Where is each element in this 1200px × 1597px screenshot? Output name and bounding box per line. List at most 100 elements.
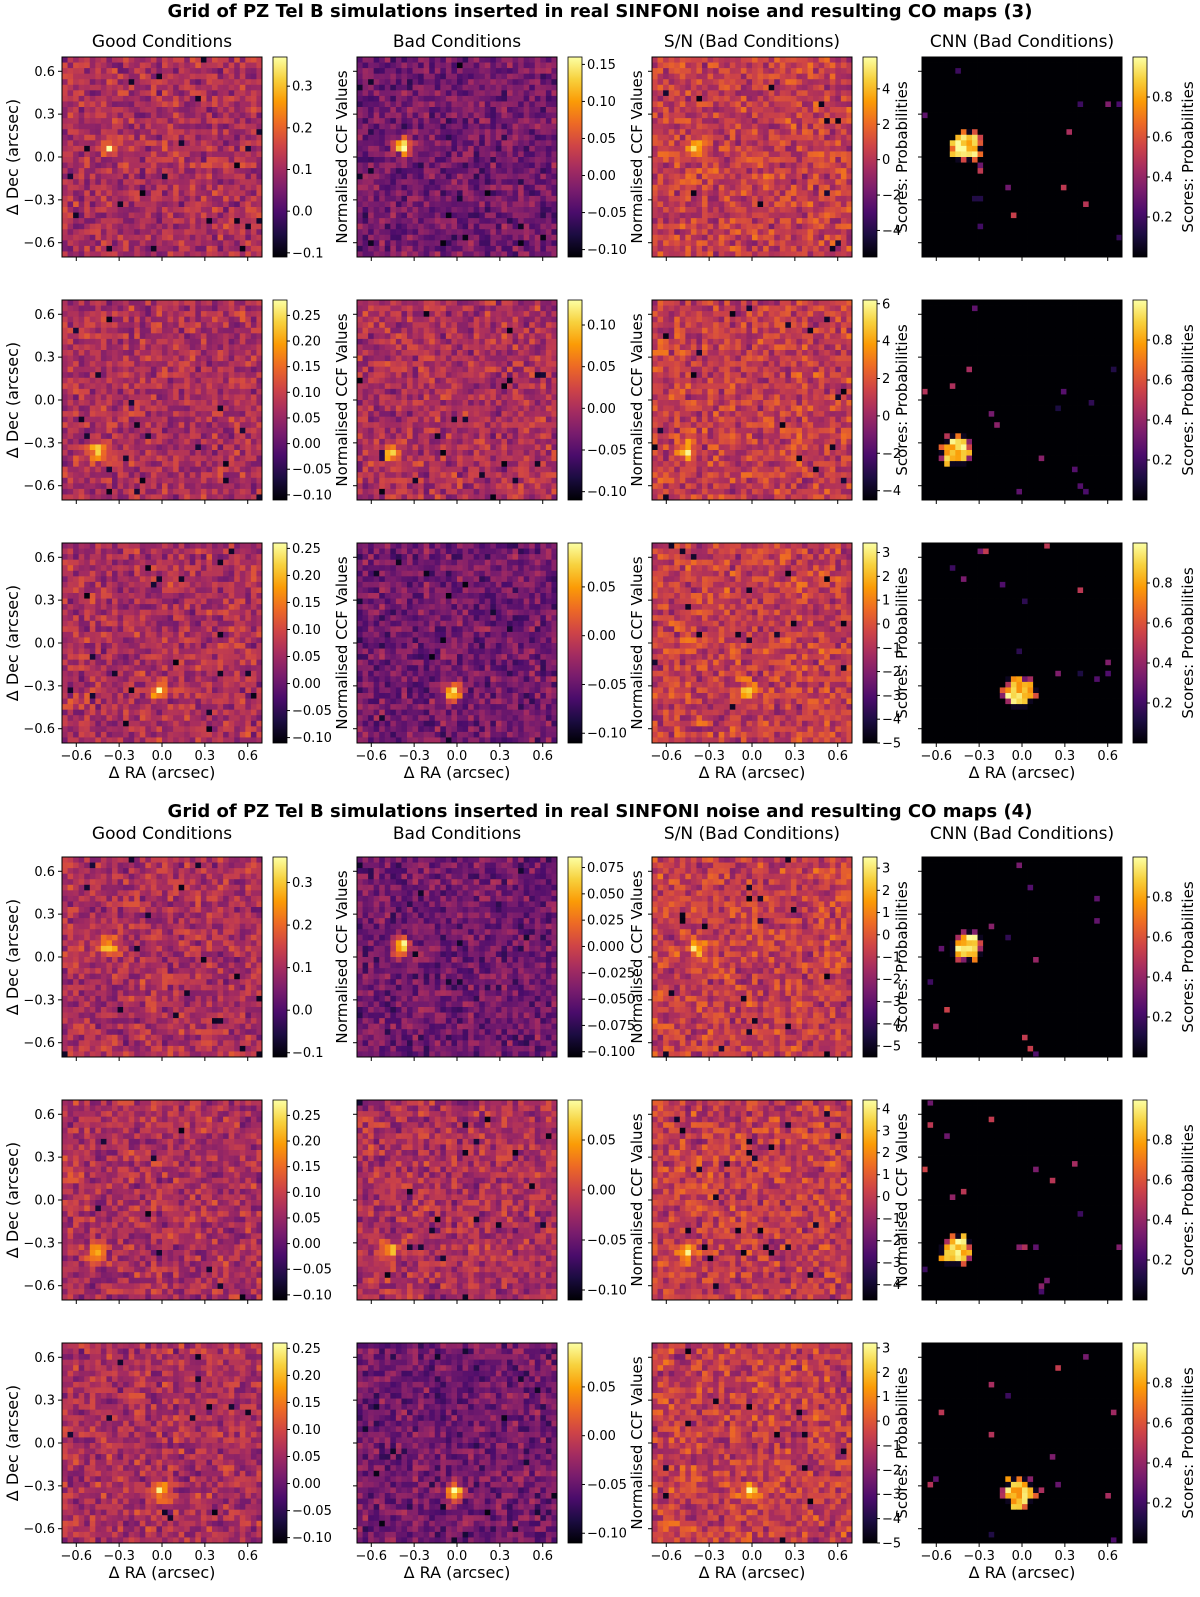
y-tick-label: −0.6 xyxy=(23,1279,55,1294)
column-title: Bad Conditions xyxy=(393,824,521,844)
colorbar xyxy=(1132,299,1148,501)
column-title: CNN (Bad Conditions) xyxy=(930,32,1114,52)
colorbar-tick-label: −4 xyxy=(882,1278,901,1293)
x-axis-label: Δ RA (arcsec) xyxy=(404,763,511,782)
colorbar-tick-label: 2 xyxy=(882,570,890,585)
y-tick-label: −0.3 xyxy=(23,1479,55,1494)
x-tick-label: 0.6 xyxy=(532,1549,553,1564)
colorbar-tick-label: 0.10 xyxy=(292,623,321,638)
x-tick-label: 0.6 xyxy=(532,749,553,764)
colorbar xyxy=(1132,542,1148,744)
colorbar-tick-label: 0.10 xyxy=(587,95,616,110)
colorbar-tick-label: −0.10 xyxy=(587,727,627,742)
colorbar-tick-label: 0 xyxy=(882,928,890,943)
x-tick-label: 0.3 xyxy=(1055,749,1076,764)
x-tick-label: −0.3 xyxy=(103,1549,135,1564)
grid-title-3: Grid of PZ Tel B simulations inserted in… xyxy=(168,1,1033,22)
colorbar-tick-label: 2 xyxy=(882,1146,890,1161)
y-tick-label: 0.6 xyxy=(34,865,55,880)
y-tick-label: 0.3 xyxy=(34,1394,55,1409)
colorbar-label: Normalised CCF Values xyxy=(628,70,646,243)
x-tick-label: −0.3 xyxy=(963,1549,995,1564)
colorbar xyxy=(862,856,878,1058)
colorbar-tick-label: 0.1 xyxy=(292,961,313,976)
colorbar-tick-label: 0.8 xyxy=(1152,1134,1173,1149)
x-axis-label: Δ RA (arcsec) xyxy=(699,1563,806,1582)
colorbar-tick-label: −2 xyxy=(882,973,901,988)
colorbar-tick-label: 0.00 xyxy=(292,1237,321,1252)
colorbar-label: Scores: Probabilities xyxy=(1179,1367,1197,1518)
x-tick-label: 0.6 xyxy=(1097,1549,1118,1564)
x-tick-label: 0.0 xyxy=(742,1549,763,1564)
colorbar-tick-label: 0.8 xyxy=(1152,891,1173,906)
colorbar-tick-label: −4 xyxy=(882,713,901,728)
colorbar-tick-label: 4 xyxy=(882,1102,890,1117)
x-tick-label: 0.3 xyxy=(785,749,806,764)
colorbar-tick-label: −0.05 xyxy=(587,206,627,221)
colorbar-tick-label: 0.05 xyxy=(587,360,616,375)
colorbar-tick-label: 0.8 xyxy=(1152,334,1173,349)
colorbar-label: Normalised CCF Values xyxy=(628,870,646,1043)
colorbar-tick-label: 0.25 xyxy=(292,542,321,557)
x-tick-label: −0.3 xyxy=(693,1549,725,1564)
colorbar-tick-label: 0.05 xyxy=(292,650,321,665)
colorbar xyxy=(272,56,288,258)
colorbar-tick-label: 2 xyxy=(882,372,890,387)
y-tick-label: −0.6 xyxy=(23,479,55,494)
x-tick-label: 0.0 xyxy=(447,749,468,764)
colorbar-tick-label: 1 xyxy=(882,1168,890,1183)
y-tick-label: −0.6 xyxy=(23,722,55,737)
heatmap-cells xyxy=(62,857,262,1057)
colorbar-tick-label: 0.15 xyxy=(587,58,616,73)
y-tick-label: −0.6 xyxy=(23,236,55,251)
colorbar-tick-label: −0.05 xyxy=(587,1478,627,1493)
colorbar-tick-label: 0.4 xyxy=(1152,414,1173,429)
colorbar-tick-label: 0.00 xyxy=(587,169,616,184)
colorbar-label: Normalised CCF Values xyxy=(333,70,351,243)
colorbar-label: Scores: Probabilities xyxy=(1179,324,1197,475)
y-tick-label: −0.6 xyxy=(23,1522,55,1537)
colorbar-tick-label: −1 xyxy=(882,1439,901,1454)
heatmap-cells xyxy=(922,57,1122,257)
colorbar xyxy=(567,542,583,744)
colorbar-tick-label: 0.8 xyxy=(1152,1377,1173,1392)
column-title: S/N (Bad Conditions) xyxy=(664,32,840,52)
colorbar-tick-label: −0.10 xyxy=(292,1288,332,1303)
heatmap-cells xyxy=(62,1343,262,1543)
grid-title-4: Grid of PZ Tel B simulations inserted in… xyxy=(168,801,1033,822)
heatmap-cells xyxy=(922,300,1122,500)
colorbar-tick-label: −4 xyxy=(882,1017,901,1032)
heatmap-panel-ccf: −0.6 −0.3 0.0 0.3 0.6 Δ Dec (arcsec) −0.10 −0.0… xyxy=(3,1099,332,1304)
colorbar-tick-label: 0.0 xyxy=(292,1004,313,1019)
column-title: CNN (Bad Conditions) xyxy=(930,824,1114,844)
x-tick-label: 0.0 xyxy=(152,1549,173,1564)
colorbar-tick-label: 0.4 xyxy=(1152,657,1173,672)
colorbar-tick-label: 0.075 xyxy=(587,861,624,876)
colorbar-label: Normalised CCF Values xyxy=(628,1356,646,1529)
x-axis-label: Δ RA (arcsec) xyxy=(969,1563,1076,1582)
colorbar-tick-label: −0.050 xyxy=(587,993,635,1008)
colorbar-tick-label: 0.05 xyxy=(587,132,616,147)
colorbar-tick-label: −0.100 xyxy=(587,1045,635,1060)
y-tick-label: 0.6 xyxy=(34,308,55,323)
colorbar xyxy=(862,1342,878,1544)
colorbar-tick-label: 0.0 xyxy=(292,205,313,220)
heatmap-cells xyxy=(652,300,852,500)
colorbar xyxy=(272,856,288,1058)
colorbar-tick-label: 0.10 xyxy=(292,1186,321,1201)
colorbar-tick-label: −0.05 xyxy=(587,1234,627,1249)
colorbar-tick-label: 1 xyxy=(882,594,890,609)
y-axis-label: Δ Dec (arcsec) xyxy=(3,585,22,701)
x-tick-label: 0.0 xyxy=(1012,1549,1033,1564)
colorbar-tick-label: 0.6 xyxy=(1152,131,1173,146)
colorbar-tick-label: 0.2 xyxy=(292,121,313,136)
x-tick-label: −0.3 xyxy=(693,749,725,764)
y-tick-label: 0.0 xyxy=(34,951,55,966)
y-tick-label: 0.3 xyxy=(34,908,55,923)
colorbar-tick-label: 2 xyxy=(882,118,890,133)
colorbar-label: Scores: Probabilities xyxy=(1179,81,1197,232)
y-axis-label: Δ Dec (arcsec) xyxy=(3,899,22,1015)
colorbar-tick-label: −2 xyxy=(882,189,901,204)
